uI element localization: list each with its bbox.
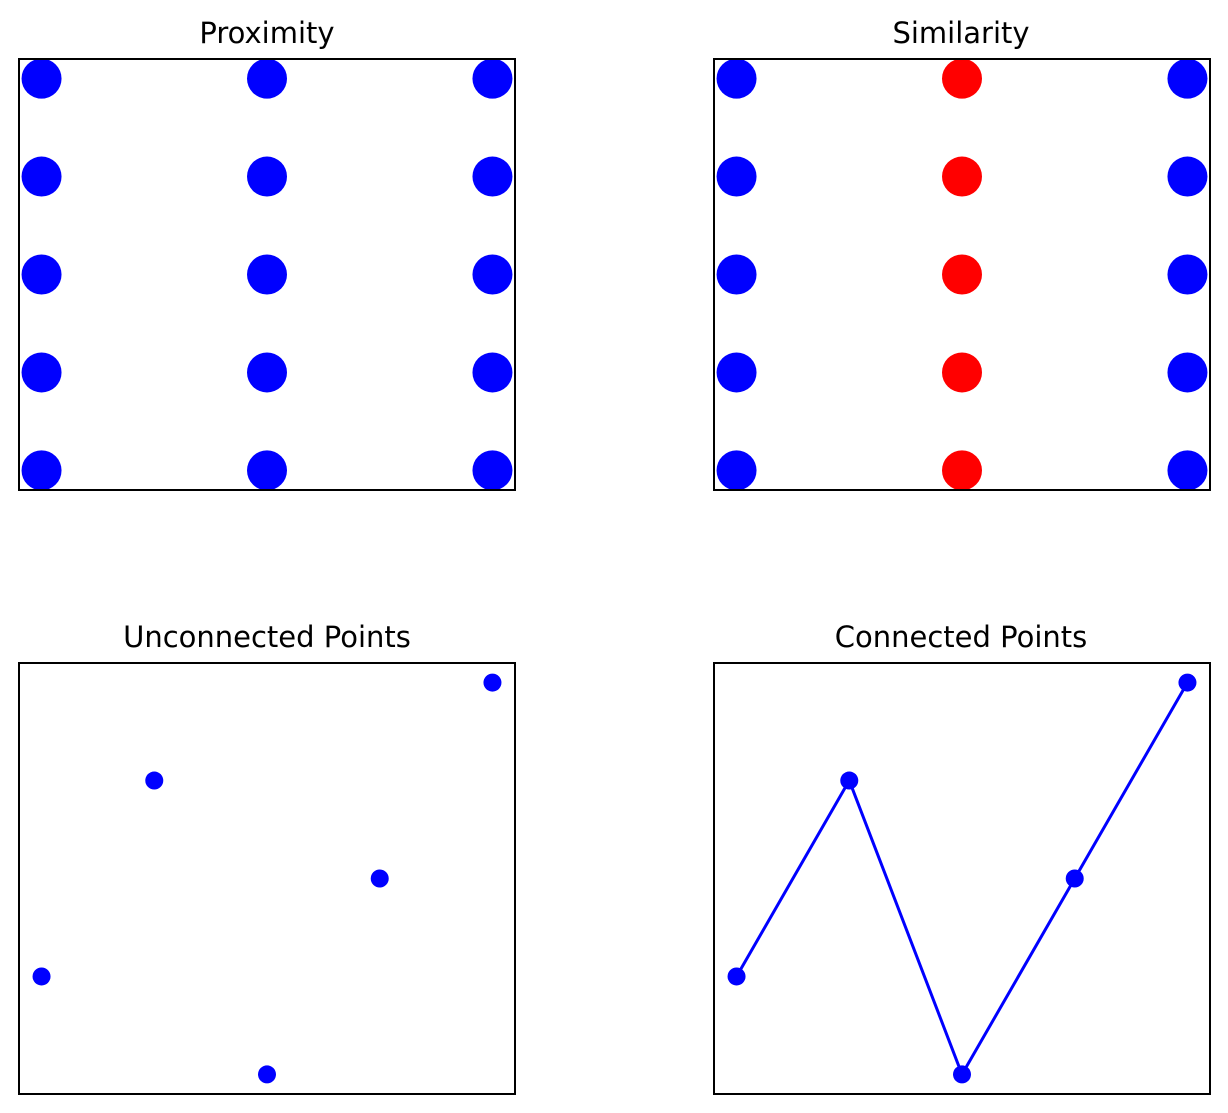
- data-point: [716, 450, 757, 491]
- data-point: [21, 58, 62, 99]
- data-point: [942, 450, 982, 491]
- data-point: [21, 156, 62, 197]
- data-point: [472, 156, 513, 197]
- data-point: [1167, 450, 1208, 491]
- data-point: [942, 254, 982, 295]
- data-point: [472, 450, 513, 491]
- data-point: [716, 254, 757, 295]
- panel-connected-points: Connected Points: [713, 620, 1211, 1095]
- series-line: [735, 681, 1189, 1076]
- data-point: [716, 352, 757, 393]
- title-similarity: Similarity: [892, 16, 1029, 50]
- panel-proximity: Proximity: [18, 16, 516, 491]
- axes-frame-connected-points: [713, 662, 1211, 1095]
- data-point: [1178, 673, 1197, 692]
- data-point: [247, 254, 287, 295]
- title-unconnected-points: Unconnected Points: [123, 620, 411, 654]
- data-point: [1167, 254, 1208, 295]
- data-point: [1167, 352, 1208, 393]
- data-point: [1167, 58, 1208, 99]
- data-point: [953, 1065, 971, 1084]
- data-point: [32, 967, 51, 986]
- data-point: [716, 58, 757, 99]
- plot-marks-connected-points: [727, 673, 1197, 1084]
- data-point: [21, 450, 62, 491]
- data-point: [1167, 156, 1208, 197]
- data-point: [1065, 869, 1084, 888]
- data-point: [483, 673, 502, 692]
- panel-similarity: Similarity: [713, 16, 1211, 491]
- data-point: [145, 771, 164, 790]
- data-point: [472, 58, 513, 99]
- data-point: [247, 450, 287, 491]
- data-point: [247, 156, 287, 197]
- data-point: [247, 58, 287, 99]
- data-point: [840, 771, 859, 790]
- plot-marks-proximity: [21, 58, 513, 491]
- data-point: [472, 254, 513, 295]
- title-proximity: Proximity: [199, 16, 334, 50]
- axes-frame-similarity: [713, 58, 1211, 491]
- data-point: [472, 352, 513, 393]
- plot-marks-similarity: [716, 58, 1208, 491]
- plot-marks-unconnected-points: [32, 673, 502, 1084]
- axes-frame-unconnected-points: [18, 662, 516, 1095]
- axes-frame-proximity: [18, 58, 516, 491]
- title-connected-points: Connected Points: [835, 620, 1088, 654]
- data-point: [21, 254, 62, 295]
- data-point: [942, 58, 982, 99]
- data-point: [727, 967, 746, 986]
- data-point: [716, 156, 757, 197]
- data-point: [370, 869, 389, 888]
- data-point: [942, 156, 982, 197]
- data-point: [247, 352, 287, 393]
- data-point: [942, 352, 982, 393]
- panel-unconnected-points: Unconnected Points: [18, 620, 516, 1095]
- data-point: [258, 1065, 276, 1084]
- data-point: [21, 352, 62, 393]
